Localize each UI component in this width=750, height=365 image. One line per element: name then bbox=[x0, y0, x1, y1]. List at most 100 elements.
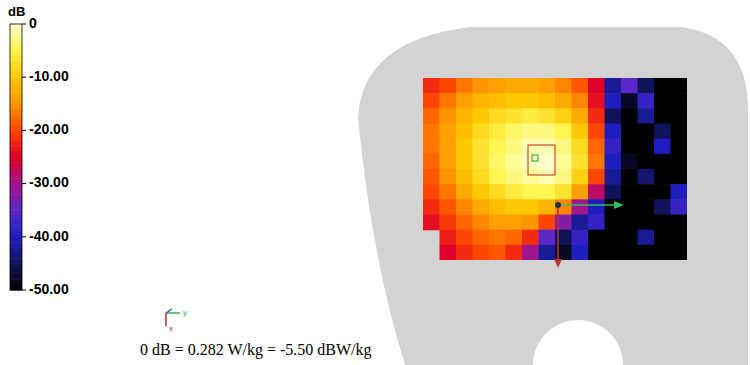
heatmap bbox=[423, 78, 687, 260]
heatmap-cell bbox=[621, 245, 638, 260]
colorbar-band bbox=[10, 35, 22, 41]
heatmap-cell bbox=[456, 184, 473, 200]
heatmap-cell bbox=[638, 169, 655, 185]
heatmap-cell bbox=[440, 124, 457, 140]
heatmap-cell bbox=[539, 108, 556, 124]
axis-arrow-x bbox=[557, 205, 559, 262]
heatmap-cell bbox=[555, 124, 572, 140]
heatmap-cell bbox=[506, 215, 523, 231]
heatmap-cell bbox=[473, 78, 490, 94]
heatmap-cell bbox=[654, 93, 671, 109]
heatmap-cell bbox=[539, 139, 556, 155]
heatmap-cell bbox=[654, 78, 671, 94]
heatmap-cell bbox=[654, 108, 671, 124]
colorbar-band bbox=[10, 162, 22, 168]
heatmap-cell bbox=[522, 199, 539, 215]
heatmap-cell bbox=[572, 230, 589, 246]
axis-label-y: y bbox=[183, 308, 187, 317]
colorbar-band bbox=[10, 72, 22, 78]
heatmap-cell bbox=[539, 124, 556, 140]
heatmap-cell bbox=[456, 215, 473, 231]
heatmap-cell bbox=[522, 245, 539, 260]
heatmap-cell bbox=[473, 215, 490, 231]
heatmap-cell bbox=[555, 184, 572, 200]
heatmap-cell bbox=[489, 93, 506, 109]
colorbar-tick bbox=[22, 183, 26, 184]
colorbar-band bbox=[10, 88, 22, 94]
heatmap-cell bbox=[456, 245, 473, 260]
colorbar-band bbox=[10, 226, 22, 232]
heatmap-cell bbox=[605, 215, 622, 231]
heatmap-cell bbox=[522, 139, 539, 155]
heatmap-cell bbox=[572, 78, 589, 94]
heatmap-cell bbox=[506, 124, 523, 140]
heatmap-cell bbox=[539, 169, 556, 185]
colorbar-band bbox=[10, 157, 22, 163]
axis-arrow-y bbox=[558, 204, 618, 206]
colorbar-band bbox=[10, 83, 22, 89]
heatmap-cell bbox=[654, 169, 671, 185]
heatmap-cell bbox=[489, 184, 506, 200]
heatmap-cell bbox=[621, 154, 638, 170]
heatmap-cell bbox=[621, 93, 638, 109]
colorbar-tick-label: -20.00 bbox=[29, 121, 69, 137]
heatmap-cell bbox=[539, 230, 556, 246]
colorbar-band bbox=[10, 178, 22, 184]
heatmap-cell bbox=[671, 78, 688, 94]
heatmap-cell bbox=[473, 139, 490, 155]
heatmap-cell bbox=[456, 93, 473, 109]
colorbar-band bbox=[10, 237, 22, 243]
heatmap-cell bbox=[440, 108, 457, 124]
heatmap-cell bbox=[671, 230, 688, 246]
heatmap-cell bbox=[440, 154, 457, 170]
heatmap-cell bbox=[522, 78, 539, 94]
colorbar-band bbox=[10, 279, 22, 285]
heatmap-cell bbox=[522, 169, 539, 185]
colorbar-tick bbox=[22, 236, 26, 237]
heatmap-cell bbox=[605, 230, 622, 246]
heatmap-cell bbox=[621, 184, 638, 200]
colorbar-band bbox=[10, 274, 22, 280]
heatmap-cell bbox=[473, 230, 490, 246]
heatmap-cell bbox=[440, 230, 457, 246]
arrowhead bbox=[554, 259, 562, 268]
heatmap-cell bbox=[654, 154, 671, 170]
heatmap-cell bbox=[489, 215, 506, 231]
icon-z bbox=[166, 309, 172, 313]
colorbar-frame bbox=[10, 24, 22, 290]
heatmap-cell bbox=[456, 199, 473, 215]
heatmap-cell bbox=[522, 184, 539, 200]
heatmap-cell bbox=[473, 245, 490, 260]
colorbar-band bbox=[10, 114, 22, 120]
colorbar-band bbox=[10, 56, 22, 62]
heatmap-cell bbox=[605, 108, 622, 124]
heatmap-cell bbox=[588, 230, 605, 246]
colorbar-band bbox=[10, 61, 22, 67]
heatmap-cell bbox=[522, 93, 539, 109]
heatmap-cell bbox=[605, 184, 622, 200]
heatmap-cell bbox=[638, 199, 655, 215]
heatmap-cell bbox=[621, 108, 638, 124]
phantom bbox=[358, 27, 748, 365]
heatmap-cell bbox=[456, 78, 473, 94]
heatmap-cell bbox=[605, 154, 622, 170]
heatmap-cell bbox=[489, 124, 506, 140]
heatmap-cell bbox=[539, 78, 556, 94]
colorbar-band bbox=[10, 51, 22, 57]
heatmap-cell bbox=[638, 78, 655, 94]
colorbar-band bbox=[10, 247, 22, 253]
colorbar-band bbox=[10, 242, 22, 248]
heatmap-cell bbox=[555, 93, 572, 109]
heatmap-cell bbox=[489, 154, 506, 170]
heatmap-cell bbox=[456, 139, 473, 155]
heatmap-cell bbox=[654, 124, 671, 140]
colorbar-band bbox=[10, 125, 22, 131]
heatmap-cell bbox=[506, 184, 523, 200]
heatmap-cell bbox=[539, 245, 556, 260]
heatmap-cell bbox=[555, 108, 572, 124]
heatmap-cell bbox=[423, 184, 440, 200]
heatmap-cell bbox=[588, 108, 605, 124]
peak-box bbox=[532, 155, 538, 161]
colorbar-tick-label: 0 bbox=[29, 15, 37, 31]
colorbar-band bbox=[10, 216, 22, 222]
